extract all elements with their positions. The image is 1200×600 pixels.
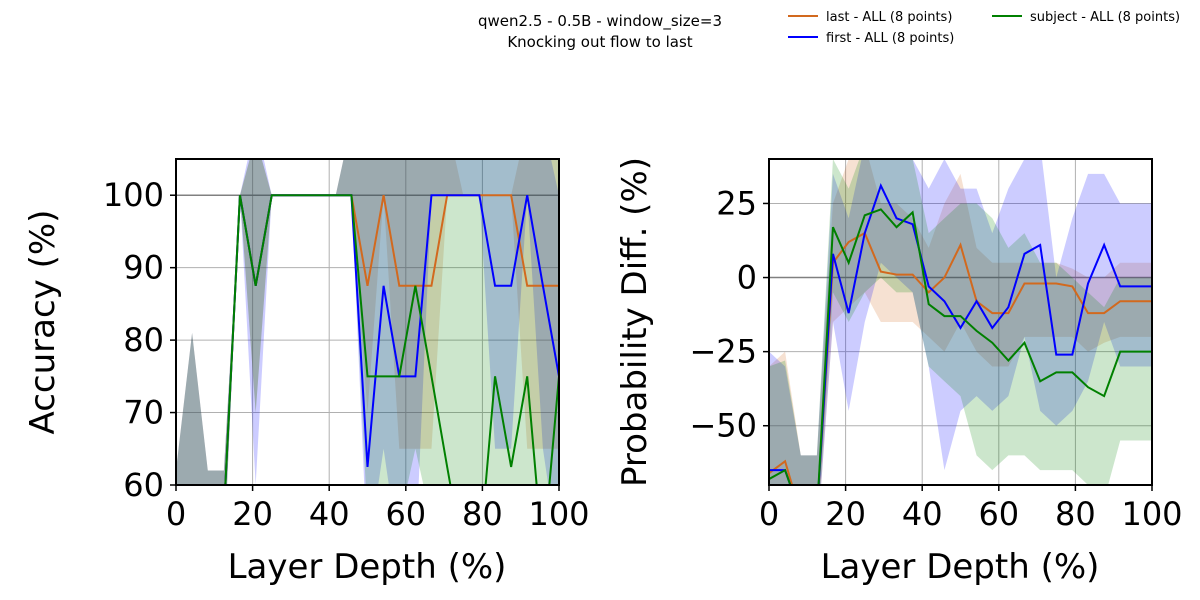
probability-series-line-1 [769,183,1152,485]
accuracy-lines [224,194,559,485]
accuracy-x-tick-label: 40 [309,495,350,533]
accuracy-x-tick-label: 80 [462,495,503,533]
probability-y-tick-label: −25 [689,333,757,371]
accuracy-y-axis-label: Accuracy (%) [23,210,63,435]
legend-label-last: last - ALL (8 points) [826,10,952,25]
accuracy-x-axis-label: Layer Depth (%) [228,547,507,587]
accuracy-y-tick-label: 60 [123,466,164,504]
probability-y-axis-label: Probability Diff. (%) [615,157,655,487]
probability-y-tick-label: −50 [689,407,757,445]
probability-x-tick-label: 20 [825,495,866,533]
accuracy-band-0 [176,159,559,485]
accuracy-y-tick-label: 100 [103,176,164,214]
probability-band-0 [769,159,1152,485]
probability-diff-chart: 0 20 40 60 80 100 −50 −25 0 25 Layer Depth (%) Pr… [615,157,1183,587]
accuracy-x-tick-label: 60 [385,495,426,533]
figure-title-line2: Knocking out flow to last [507,33,692,51]
accuracy-plot-frame [175,158,560,486]
probability-plot-frame [768,158,1153,486]
probability-band-1 [769,159,1152,485]
probability-lines [769,183,1152,485]
accuracy-y-tick-label: 80 [123,321,164,359]
probability-y-tick-label: 0 [737,259,757,297]
probability-x-tick-label: 100 [1121,495,1182,533]
probability-x-tick-label: 80 [1055,495,1096,533]
accuracy-x-tick-label: 100 [528,495,589,533]
probability-x-tick-label: 0 [759,495,779,533]
accuracy-x-tick-label: 20 [232,495,273,533]
probability-bands [769,159,1152,485]
accuracy-series-line-2 [224,194,559,485]
probability-ticks: 0 20 40 60 80 100 −50 −25 0 25 [689,184,1182,533]
probability-y-tick-label: 25 [716,184,757,222]
probability-x-tick-label: 60 [978,495,1019,533]
legend-label-subject: subject - ALL (8 points) [1030,10,1180,25]
legend: last - ALL (8 points) first - ALL (8 poi… [788,10,1180,46]
probability-x-axis-label: Layer Depth (%) [821,547,1100,587]
accuracy-bands [176,159,559,485]
accuracy-band-2 [176,159,559,485]
accuracy-y-tick-label: 70 [123,394,164,432]
accuracy-x-tick-label: 0 [166,495,186,533]
legend-label-first: first - ALL (8 points) [826,31,954,46]
probability-band-2 [769,159,1152,485]
accuracy-band-1 [176,159,559,485]
probability-series-line-2 [769,208,1152,485]
probability-x-tick-label: 40 [902,495,943,533]
accuracy-ticks: 0 20 40 60 80 100 60 70 80 90 100 [103,176,590,533]
figure-title-line1: qwen2.5 - 0.5B - window_size=3 [478,12,722,31]
accuracy-y-tick-label: 90 [123,249,164,287]
